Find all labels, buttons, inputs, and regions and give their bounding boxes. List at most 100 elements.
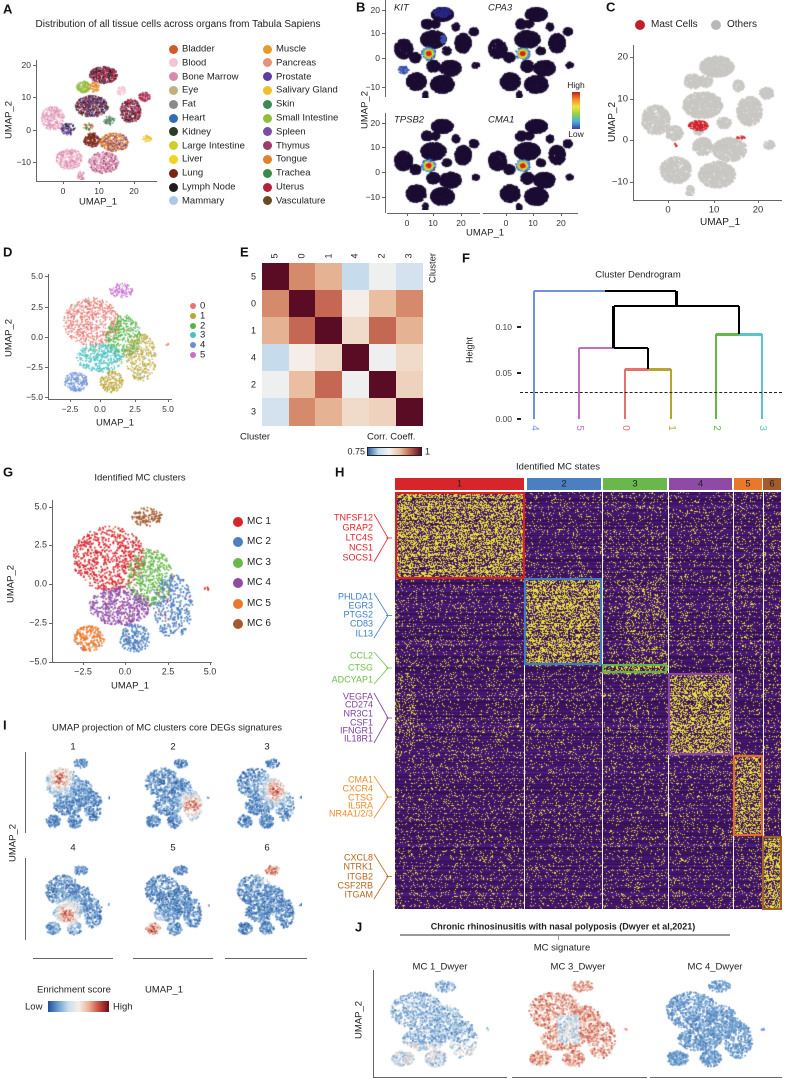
state-header-bar <box>395 478 524 490</box>
legend-dot <box>711 20 721 30</box>
y-tick-mark <box>382 122 385 124</box>
y-axis-label: UMAP_2 <box>3 100 15 140</box>
y-tick-mark <box>49 506 52 508</box>
y-tick-label: 5.0 <box>31 270 43 281</box>
legend-dot <box>233 557 243 568</box>
correlation-cell <box>262 344 290 372</box>
legend-label: MC 4 <box>247 577 271 589</box>
dendrogram-branch <box>625 368 648 371</box>
signature-panel-title: 3 <box>264 741 270 753</box>
marker-gene-label: NCS1 <box>348 542 373 553</box>
state-header-bar <box>527 478 601 490</box>
legend-label: Small Intestine <box>276 112 339 124</box>
correlation-cell <box>288 263 316 291</box>
x-tick-label: 0 <box>60 185 66 196</box>
marker-gene-label: PTGS2 <box>343 609 373 620</box>
umap-scatter-mast-cells <box>638 48 780 196</box>
y-tick-label: 0 <box>622 134 628 146</box>
signature-score-umap <box>138 755 210 831</box>
axis-line <box>373 1076 507 1078</box>
bracket <box>373 513 389 563</box>
panel-title: Distribution of all tissue cells across … <box>35 19 321 30</box>
legend-dot <box>168 113 178 123</box>
panel-label: B <box>356 0 366 15</box>
signature-panel-title: 6 <box>264 842 270 854</box>
legend-label: Prostate <box>276 70 312 82</box>
leaf-label: 3 <box>757 425 768 431</box>
dendrogram-branch <box>648 368 671 371</box>
axis-line <box>632 45 634 200</box>
umap-scatter-clusters <box>52 278 170 398</box>
state-header-bar <box>734 478 762 490</box>
marker-gene-label: CD274 <box>344 699 373 710</box>
y-tick-label: −2.5 <box>29 617 47 628</box>
row-label: 2 <box>250 379 256 389</box>
x-tick-mark <box>124 662 126 665</box>
signature-panel-title: MC 4_Dwyer <box>687 961 743 973</box>
x-axis-label: UMAP_1 <box>95 417 135 429</box>
y-tick-label: −10 <box>365 191 380 202</box>
axis-line <box>35 60 37 181</box>
legend-dot <box>262 168 272 178</box>
column-label: 3 <box>403 253 414 259</box>
y-tick-label: 0 <box>375 166 380 177</box>
bracket <box>373 692 389 744</box>
colorbar-high-label: High <box>113 1001 133 1013</box>
marker-gene-label: SOCS1 <box>342 552 373 563</box>
dendrogram-branch <box>737 305 741 335</box>
legend-dot <box>262 127 272 137</box>
state-header-label: 5 <box>745 478 751 490</box>
x-tick-label: 20 <box>556 217 566 228</box>
legend-dot <box>168 85 178 95</box>
panel-label: A <box>3 1 13 17</box>
axis-line <box>512 1076 647 1078</box>
y-tick-mark <box>45 336 48 338</box>
correlation-colorbar <box>367 447 422 456</box>
legend-dot <box>168 141 178 151</box>
legend-label: Spleen <box>276 126 306 138</box>
legend-dot <box>168 182 178 192</box>
marker-gene-label: LTC4S <box>345 532 373 543</box>
y-axis-label: UMAP_2 <box>7 823 19 863</box>
legend-label: 1 <box>200 310 206 322</box>
y-tick-label: 0.00 <box>495 413 512 424</box>
legend-dot <box>262 154 272 164</box>
legend-label: Bone Marrow <box>182 70 239 82</box>
row-label: 5 <box>250 271 256 281</box>
dendrogram-branch <box>579 346 614 350</box>
legend-dot <box>262 182 272 192</box>
y-tick-label: 2.5 <box>34 539 47 550</box>
axis-line <box>33 957 113 959</box>
x-tick-mark <box>406 213 408 216</box>
gene-name-label: KIT <box>394 2 409 14</box>
signature-panel-title: MC 1_Dwyer <box>412 961 468 973</box>
x-tick-mark <box>98 181 100 184</box>
y-tick-mark <box>33 129 36 131</box>
axis-line <box>47 274 49 399</box>
y-tick-label: 20 <box>370 117 380 128</box>
panel-label: J <box>355 919 363 935</box>
correlation-cell <box>395 398 423 426</box>
legend-dot <box>168 44 178 54</box>
legend-label: Mast Cells <box>651 19 698 30</box>
panel-label: D <box>3 244 13 260</box>
leaf-label: 2 <box>711 425 722 431</box>
x-tick-mark <box>134 399 136 402</box>
correlation-cell <box>342 371 370 399</box>
x-tick-mark <box>69 399 71 402</box>
x-tick-label: 5.0 <box>203 666 217 677</box>
panel-label: I <box>3 717 7 733</box>
legend-label: Liver <box>182 153 203 165</box>
y-tick-label: 10 <box>617 93 628 105</box>
colorbar-low-label: Low <box>25 1001 43 1013</box>
title-tick <box>557 935 559 940</box>
x-tick-mark <box>432 213 434 216</box>
dwyer-signature-umap <box>518 976 628 1071</box>
row-label: 4 <box>250 352 256 362</box>
y-tick-mark <box>45 306 48 308</box>
dendrogram-branch <box>613 346 648 350</box>
legend-dot <box>233 537 243 548</box>
y-tick-label: 20 <box>370 4 380 15</box>
signature-panel-title: 4 <box>70 842 76 854</box>
